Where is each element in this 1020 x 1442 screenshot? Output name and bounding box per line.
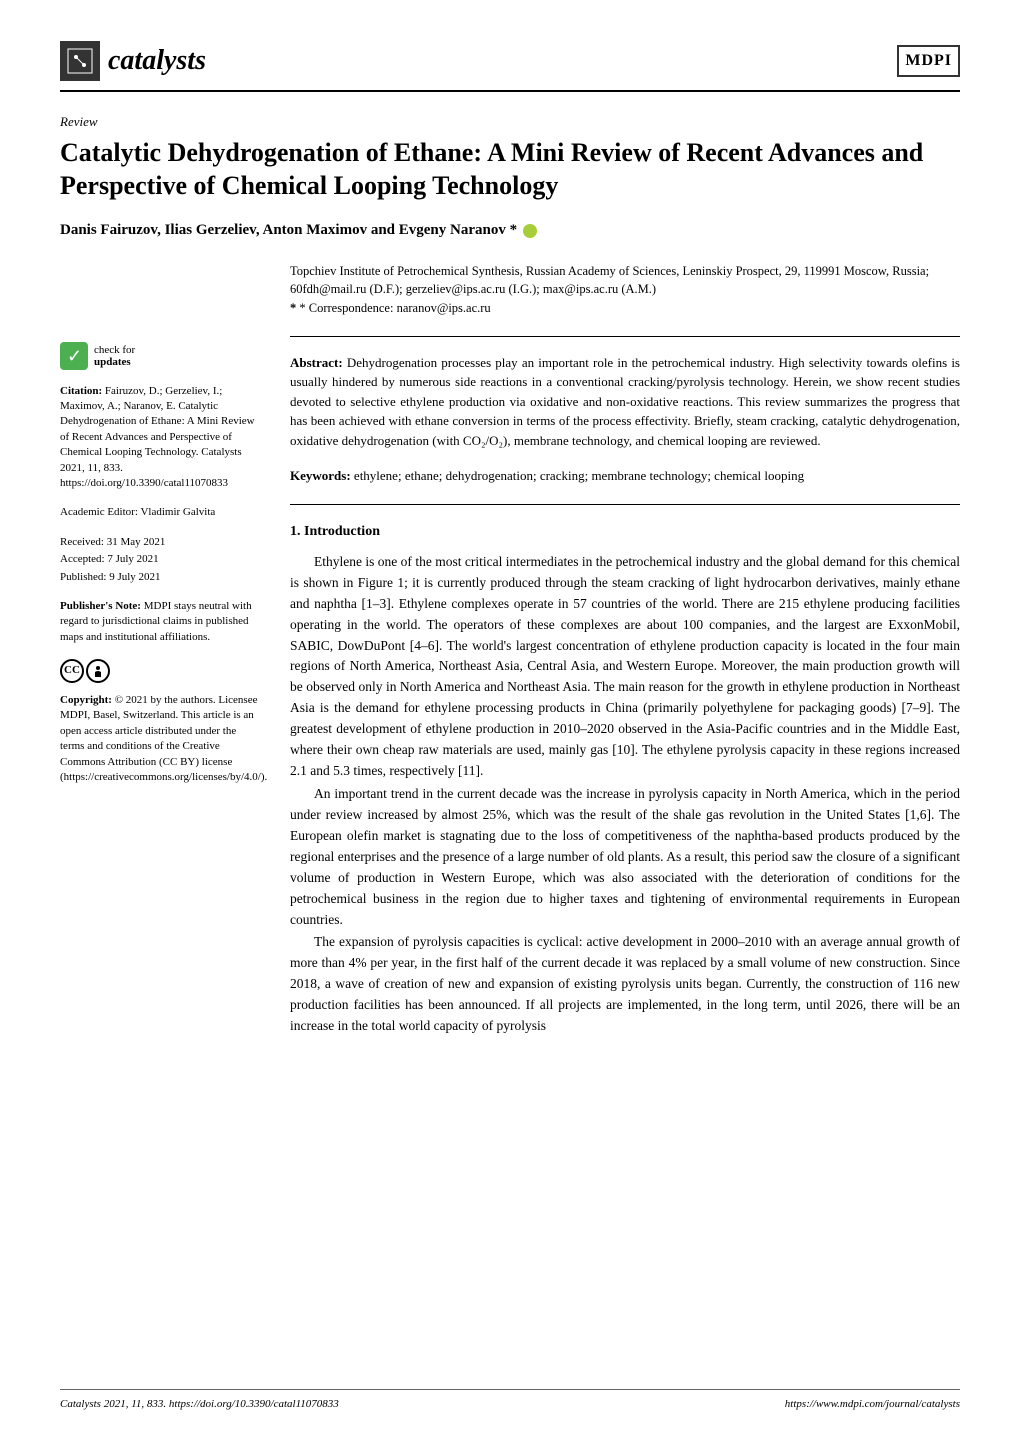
check-updates-badge[interactable]: check for updates <box>60 342 260 370</box>
copyright-label: Copyright: <box>60 694 112 706</box>
affiliation-block: Topchiev Institute of Petrochemical Synt… <box>290 262 960 318</box>
cc-icon: CC <box>60 659 84 683</box>
keywords-text: ethylene; ethane; dehydrogenation; crack… <box>354 468 804 483</box>
received-date: 31 May 2021 <box>107 536 166 548</box>
article-title: Catalytic Dehydrogenation of Ethane: A M… <box>60 136 960 204</box>
publishers-note-label: Publisher's Note: <box>60 600 141 612</box>
page-footer: Catalysts 2021, 11, 833. https://doi.org… <box>60 1389 960 1413</box>
editor-block: Academic Editor: Vladimir Galvita <box>60 505 260 520</box>
publisher-logo: MDPI <box>897 45 960 77</box>
citation-block: Citation: Fairuzov, D.; Gerzeliev, I.; M… <box>60 384 260 492</box>
accepted-date: 7 July 2021 <box>107 553 158 565</box>
copyright-text: © 2021 by the authors. Licensee MDPI, Ba… <box>60 694 267 783</box>
journal-logo-icon <box>60 41 100 81</box>
header-bar: catalysts MDPI <box>60 40 960 92</box>
section-heading-intro: 1. Introduction <box>290 521 960 542</box>
sidebar: check for updates Citation: Fairuzov, D.… <box>60 262 260 1039</box>
by-icon <box>86 659 110 683</box>
affiliation-text: Topchiev Institute of Petrochemical Synt… <box>290 262 960 300</box>
abstract-label: Abstract: <box>290 355 343 370</box>
footer-left: Catalysts 2021, 11, 833. https://doi.org… <box>60 1396 339 1413</box>
citation-text: Fairuzov, D.; Gerzeliev, I.; Maximov, A.… <box>60 385 255 489</box>
publishers-note-block: Publisher's Note: MDPI stays neutral wit… <box>60 599 260 645</box>
footer-right: https://www.mdpi.com/journal/catalysts <box>785 1396 960 1413</box>
published-label: Published: <box>60 571 106 583</box>
orcid-icon <box>523 224 537 238</box>
intro-para-3: The expansion of pyrolysis capacities is… <box>290 932 960 1037</box>
journal-name: catalysts <box>108 40 206 82</box>
keywords-label: Keywords: <box>290 468 351 483</box>
divider-top <box>290 336 960 337</box>
keywords-block: Keywords: ethylene; ethane; dehydrogenat… <box>290 466 960 505</box>
cc-badge: CC <box>60 659 260 683</box>
check-line1: check for <box>94 344 135 356</box>
abstract-block: Abstract: Dehydrogenation processes play… <box>290 353 960 451</box>
accepted-label: Accepted: <box>60 553 105 565</box>
authors-text: Danis Fairuzov, Ilias Gerzeliev, Anton M… <box>60 222 517 238</box>
check-icon <box>60 342 88 370</box>
dates-block: Received: 31 May 2021 Accepted: 7 July 2… <box>60 535 260 585</box>
citation-label: Citation: <box>60 385 102 397</box>
check-updates-text: check for updates <box>94 344 135 368</box>
published-date: 9 July 2021 <box>109 571 160 583</box>
received-label: Received: <box>60 536 104 548</box>
journal-logo: catalysts <box>60 40 206 82</box>
intro-para-2: An important trend in the current decade… <box>290 784 960 930</box>
authors-line: Danis Fairuzov, Ilias Gerzeliev, Anton M… <box>60 219 960 242</box>
copyright-block: Copyright: © 2021 by the authors. Licens… <box>60 693 260 785</box>
editor-name: Vladimir Galvita <box>140 506 215 518</box>
check-line2: updates <box>94 356 131 368</box>
intro-para-1: Ethylene is one of the most critical int… <box>290 552 960 782</box>
article-type: Review <box>60 112 960 132</box>
editor-label: Academic Editor: <box>60 506 138 518</box>
main-content: Topchiev Institute of Petrochemical Synt… <box>290 262 960 1039</box>
abstract-text: Dehydrogenation processes play an import… <box>290 355 960 448</box>
correspondence-text: * * Correspondence: naranov@ips.ac.ru <box>290 299 960 318</box>
